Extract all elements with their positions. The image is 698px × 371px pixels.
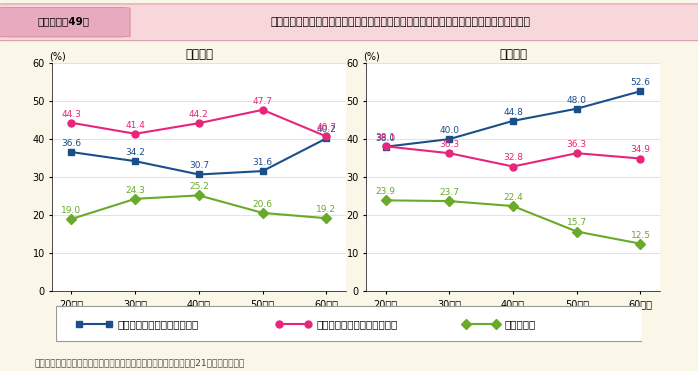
Text: 賛成＋どちらかと言えば賛成: 賛成＋どちらかと言えば賛成 — [117, 319, 199, 329]
Text: 48.0: 48.0 — [567, 96, 587, 105]
Text: 36.3: 36.3 — [567, 140, 587, 149]
Text: 〈女性〉: 〈女性〉 — [185, 48, 213, 61]
Text: 40.0: 40.0 — [439, 126, 459, 135]
Text: 40.7: 40.7 — [316, 123, 336, 132]
Text: 分からない: 分からない — [505, 319, 535, 329]
Text: 30.7: 30.7 — [189, 161, 209, 170]
Text: 〈男性〉: 〈男性〉 — [499, 48, 527, 61]
Text: 12.5: 12.5 — [630, 230, 651, 240]
Text: 34.2: 34.2 — [125, 148, 145, 157]
Text: 25.2: 25.2 — [189, 182, 209, 191]
Text: 反対＋どちらかと言えば反対: 反対＋どちらかと言えば反対 — [317, 319, 398, 329]
Text: 23.9: 23.9 — [376, 187, 396, 196]
Text: 44.2: 44.2 — [189, 110, 209, 119]
Text: 19.0: 19.0 — [61, 206, 82, 215]
Text: 24.3: 24.3 — [125, 186, 145, 195]
Text: 52.6: 52.6 — [630, 78, 651, 87]
Text: 41.4: 41.4 — [125, 121, 145, 129]
Text: 38.0: 38.0 — [376, 134, 396, 142]
Text: 第１－特－49図: 第１－特－49図 — [37, 17, 89, 27]
Text: 34.9: 34.9 — [630, 145, 651, 154]
Text: 「夫は外で働き，妻は家庭を守るべきである」といった考え方について（性別・年代別）: 「夫は外で働き，妻は家庭を守るべきである」といった考え方について（性別・年代別） — [270, 17, 530, 27]
Text: 40.2: 40.2 — [316, 125, 336, 134]
Text: 31.6: 31.6 — [253, 158, 273, 167]
Text: （備考）内閣府「男女のライフスタイルに関する意識調査」（平成21年）より作成。: （備考）内閣府「男女のライフスタイルに関する意識調査」（平成21年）より作成。 — [35, 358, 245, 367]
FancyBboxPatch shape — [0, 7, 130, 37]
Text: (%): (%) — [363, 51, 380, 61]
Text: 36.6: 36.6 — [61, 139, 82, 148]
FancyBboxPatch shape — [0, 4, 698, 40]
Text: 44.3: 44.3 — [61, 109, 82, 119]
Text: 47.7: 47.7 — [253, 97, 273, 106]
Text: 23.7: 23.7 — [439, 188, 459, 197]
Text: 38.1: 38.1 — [376, 133, 396, 142]
Text: 15.7: 15.7 — [567, 219, 587, 227]
Text: 22.4: 22.4 — [503, 193, 523, 202]
Text: 32.8: 32.8 — [503, 153, 523, 162]
Text: 20.6: 20.6 — [253, 200, 273, 209]
Text: 36.3: 36.3 — [439, 140, 459, 149]
Text: 19.2: 19.2 — [316, 205, 336, 214]
Text: 44.8: 44.8 — [503, 108, 523, 117]
Text: (%): (%) — [49, 51, 66, 61]
